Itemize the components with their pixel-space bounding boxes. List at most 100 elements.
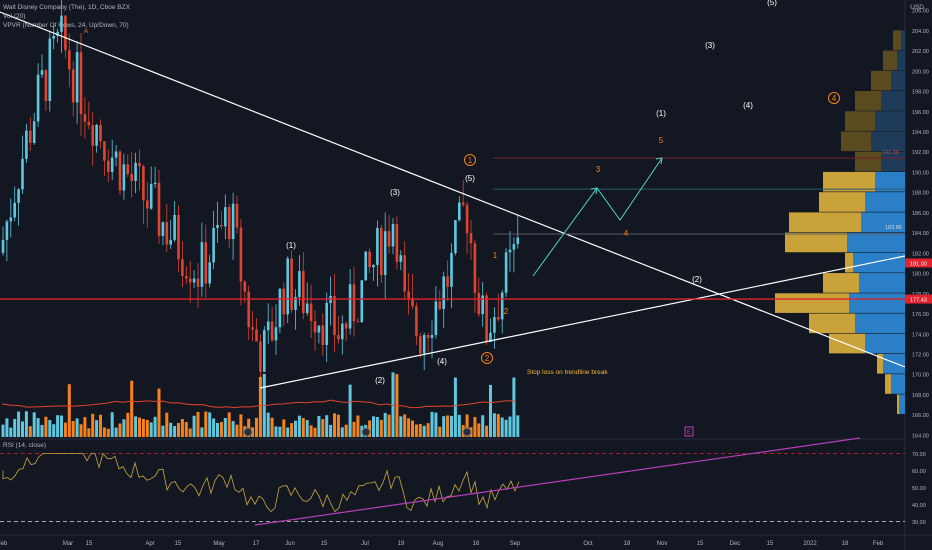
volume-bar	[114, 427, 118, 437]
volume-bar	[496, 414, 500, 437]
volume-profile-down-bar	[775, 293, 849, 313]
candle-body	[227, 207, 231, 240]
earnings-icon	[361, 427, 371, 437]
volume-bar	[28, 426, 32, 437]
time-tick-label: 17	[253, 541, 260, 547]
volume-profile-up-bar	[865, 333, 905, 354]
candle-body	[114, 151, 118, 158]
candle-body	[333, 295, 336, 336]
wave-label: 4	[624, 229, 629, 238]
candle-body	[216, 224, 219, 228]
volume-bar	[438, 426, 442, 437]
volume-bar	[434, 412, 438, 437]
candle-body	[9, 217, 13, 222]
volume-ma-line	[2, 399, 516, 409]
wave-circle-label: 4	[832, 94, 837, 103]
volume-bar	[95, 420, 99, 437]
volume-profile-down-bar	[789, 212, 861, 233]
candle-body	[75, 52, 79, 103]
candle-body	[107, 160, 110, 172]
wave-label: (5)	[465, 174, 475, 183]
volume-bar	[184, 421, 188, 437]
candle-body	[91, 125, 94, 146]
volume-bar	[255, 417, 258, 437]
volume-bar	[200, 427, 204, 437]
volume-profile-down-bar	[829, 333, 865, 354]
candle-body	[255, 329, 258, 342]
lower-trendline	[259, 255, 906, 389]
price-tick-label: 176.00	[912, 312, 929, 318]
time-tick-label: 18	[842, 541, 849, 547]
volume-bar	[173, 426, 177, 437]
level-mid-label: 183.86	[885, 225, 902, 231]
rsi-line	[2, 452, 520, 513]
volume-bar	[309, 425, 313, 437]
volume-bar	[313, 427, 317, 437]
candle-body	[278, 288, 282, 328]
time-tick-label: Sep	[510, 541, 521, 547]
volume-bar	[477, 423, 481, 437]
candle-body	[391, 224, 395, 247]
volume-bar	[317, 415, 321, 437]
candle-body	[220, 224, 223, 227]
candle-body	[450, 253, 453, 287]
price-tick-label: 182.00	[912, 251, 929, 257]
volume-profile-down-bar	[819, 192, 865, 212]
candle-body	[200, 242, 204, 287]
candle-body	[60, 15, 63, 32]
candle-body	[426, 334, 430, 338]
price-tick-label: 190.00	[912, 170, 929, 176]
volume-profile-up-bar	[849, 293, 905, 313]
volume-bar	[141, 419, 145, 437]
vpvr-legend: VPVR (Number Of Rows, 24, Up/Down, 70)	[3, 22, 129, 29]
candle-body	[161, 222, 165, 236]
candle-body	[83, 114, 87, 122]
volume-bar	[352, 421, 356, 437]
volume-bar	[75, 418, 79, 437]
volume-profile-up-bar	[881, 91, 905, 111]
volume-bar	[118, 423, 122, 437]
volume-bar	[251, 427, 255, 437]
volume-bar	[208, 412, 212, 437]
volume-bar	[145, 419, 149, 437]
candle-body	[512, 244, 516, 250]
volume-bar	[44, 416, 48, 437]
wave-label: (3)	[705, 41, 715, 50]
volume-bar	[368, 420, 372, 437]
price-tick-label: 180.00	[912, 272, 929, 278]
volume-bar	[258, 376, 262, 437]
volume-bar	[516, 415, 520, 437]
rsi-trendline	[254, 437, 861, 526]
volume-profile-down-bar	[845, 111, 875, 131]
volume-bar	[63, 422, 67, 437]
time-tick-label: Mar	[63, 541, 73, 547]
candle-body	[243, 281, 247, 292]
current-price-label: 181.00	[910, 261, 927, 267]
candle-body	[153, 182, 157, 185]
stop-loss-note: Stop loss on trendline break	[527, 369, 608, 376]
candle-body	[87, 121, 91, 126]
wave-label: 1	[493, 251, 498, 260]
volume-profile-up-bar	[855, 313, 905, 334]
price-tick-label: 184.00	[912, 231, 929, 237]
candle-body	[192, 278, 196, 283]
candle-body	[309, 303, 313, 322]
wave-circle-label: 2	[485, 354, 490, 363]
volume-bar	[442, 416, 446, 437]
volume-bar	[512, 377, 516, 437]
time-tick-label: 15	[175, 541, 182, 547]
time-tick-label: Jun	[285, 541, 295, 547]
candle-body	[461, 202, 465, 205]
wave-label: A	[84, 29, 88, 35]
candle-body	[239, 227, 243, 282]
volume-bar	[278, 426, 282, 437]
volume-profile-up-bar	[847, 232, 905, 253]
candle-body	[29, 130, 32, 143]
volume-profile-up-bar	[899, 394, 905, 415]
currency-label: USD	[910, 4, 924, 11]
volume-bar	[297, 415, 301, 437]
time-tick-label: Dec	[730, 541, 741, 547]
candle-body	[477, 292, 481, 315]
candle-body	[126, 164, 130, 175]
